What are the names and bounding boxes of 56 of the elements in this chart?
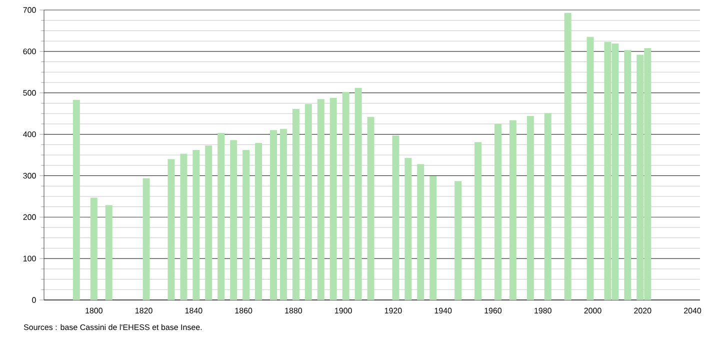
bar [404,158,412,300]
bar [417,164,424,300]
bar [430,176,437,300]
x-tick-label: 2040 [684,308,702,314]
bar [280,128,287,300]
y-tick-label: 400 [23,131,36,138]
bar [168,159,175,300]
x-tick-label: 1860 [235,308,252,314]
bar [105,205,112,300]
bar [192,150,200,300]
y-tick-label: 500 [23,90,36,96]
x-tick-label: 2020 [634,308,652,314]
x-tick-label: 1980 [534,308,552,314]
y-tick-label: 600 [23,48,36,54]
x-tick-label: 1880 [285,308,302,314]
bar [205,145,212,300]
bar [72,100,80,300]
x-tick-label: 1960 [484,308,502,314]
bar [270,130,277,300]
bar [454,181,462,300]
bar [354,88,362,300]
bar [230,140,238,300]
source-note: Sources : base Cassini de l'EHESS et base Insee. [24,324,202,330]
bar [317,99,324,300]
y-tick-label: 200 [23,214,36,220]
bar [342,92,350,300]
bar [392,136,400,300]
bar [624,50,632,300]
bar [586,36,594,300]
bar [564,12,572,300]
bar [304,104,312,300]
bar [292,109,300,300]
y-tick-label: 700 [23,7,36,13]
bar [509,120,516,300]
x-tick-label: 1900 [335,308,352,314]
y-tick-label: 100 [23,256,36,262]
bar [218,133,225,300]
bar [526,116,534,300]
y-tick-label: 300 [23,172,36,179]
x-tick-label: 2000 [584,308,602,314]
bar [367,116,374,300]
bar [142,178,150,300]
bar [242,150,250,300]
x-tick-label: 1920 [384,308,402,314]
x-tick-label: 1940 [434,308,452,314]
bar [180,154,188,300]
bar [330,98,337,300]
bar [90,198,98,300]
x-tick-label: 1800 [86,308,102,314]
bar [474,142,482,300]
bar [494,124,502,300]
x-tick-label: 1840 [185,308,202,314]
y-tick-label: 0 [32,297,36,303]
bar [544,113,552,300]
x-tick-label: 1820 [135,308,152,314]
bar [255,142,262,300]
